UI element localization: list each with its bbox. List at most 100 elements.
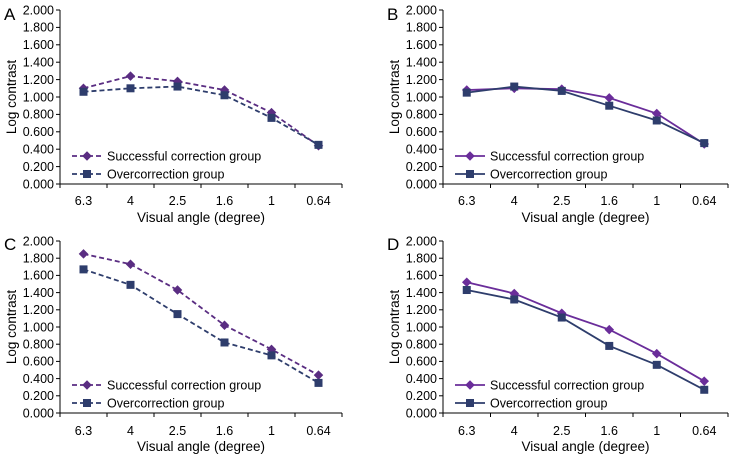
- panel-letter: A: [4, 5, 16, 24]
- x-tick-label: 1: [653, 424, 660, 438]
- y-axis-title: Log contrast: [4, 290, 19, 365]
- y-tick-label: 0.800: [23, 338, 54, 352]
- y-tick-label: 1.800: [23, 252, 54, 266]
- series-line-successful-correction: [83, 75, 320, 147]
- legend-label: Overcorrection group: [107, 167, 224, 181]
- data-point-overcorrection: [557, 86, 566, 95]
- y-tick-label: 1.200: [23, 73, 54, 87]
- y-tick-label: 1.200: [406, 303, 437, 317]
- x-tick-label: 1.6: [216, 424, 233, 438]
- panel-letter: C: [4, 235, 16, 254]
- legend-marker: [465, 380, 475, 390]
- data-point-successful-correction: [604, 324, 615, 335]
- data-point-overcorrection: [220, 91, 229, 100]
- x-tick-label: 4: [127, 424, 134, 438]
- y-tick-label: 0.400: [23, 143, 54, 157]
- x-tick-label: 0.64: [306, 424, 330, 438]
- panel-c: C 0.000 0.200 0.400 0.600 0.800 1.000 1.200 1.40…: [4, 234, 343, 454]
- legend-label: Successful correction group: [107, 378, 261, 392]
- data-point-overcorrection: [557, 313, 566, 322]
- data-point-successful-correction: [125, 71, 136, 81]
- x-tick-label: 6.3: [75, 194, 92, 208]
- legend-label: Successful correction group: [490, 149, 644, 163]
- legend-label: Successful correction group: [107, 149, 261, 163]
- y-tick-label: 1.800: [406, 21, 437, 35]
- y-tick-label: 0.200: [23, 389, 54, 403]
- data-point-overcorrection: [652, 116, 661, 125]
- y-axis-title: Log contrast: [4, 60, 19, 135]
- x-tick-label: 6.3: [75, 424, 92, 438]
- data-point-overcorrection: [605, 101, 614, 110]
- data-point-successful-correction: [125, 259, 136, 269]
- y-tick-label: 2.000: [406, 234, 437, 248]
- panel-letter: B: [387, 5, 398, 24]
- data-point-overcorrection: [267, 351, 276, 360]
- data-point-overcorrection: [173, 310, 182, 319]
- y-tick-label: 2.000: [23, 234, 54, 248]
- x-tick-label: 4: [511, 194, 518, 208]
- data-point-overcorrection: [314, 378, 323, 387]
- y-tick-label: 1.800: [406, 252, 437, 266]
- x-axis-title: Visual angle (degree): [137, 439, 265, 454]
- y-tick-label: 0.800: [23, 108, 54, 122]
- y-tick-label: 1.400: [406, 56, 437, 70]
- y-tick-label: 1.200: [406, 73, 437, 87]
- x-tick-label: 1: [268, 424, 275, 438]
- x-tick-label: 1.6: [601, 194, 618, 208]
- legend-label: Overcorrection group: [107, 396, 224, 410]
- x-axis-title: Visual angle (degree): [521, 210, 649, 225]
- data-point-successful-correction: [461, 277, 472, 288]
- data-point-successful-correction: [313, 370, 324, 380]
- data-point-overcorrection: [79, 87, 88, 96]
- x-tick-label: 1: [268, 194, 275, 208]
- x-tick-label: 0.64: [692, 194, 716, 208]
- y-tick-label: 0.000: [23, 406, 54, 420]
- x-tick-label: 1.6: [216, 194, 233, 208]
- panel-a: A 0.000 0.200 0.400 0.600 0.800 1.000 1.200 1.40…: [4, 3, 343, 225]
- series-line-overcorrection: [83, 85, 319, 146]
- data-point-successful-correction: [219, 320, 230, 331]
- legend-marker: [83, 169, 92, 178]
- legend-label: Successful correction group: [490, 378, 644, 392]
- x-tick-label: 6.3: [458, 194, 475, 208]
- x-tick-label: 2.5: [553, 194, 570, 208]
- data-point-overcorrection: [700, 385, 709, 394]
- series-line-overcorrection: [466, 85, 705, 144]
- series-line-successful-correction: [466, 87, 705, 145]
- data-point-overcorrection: [510, 295, 519, 304]
- y-tick-label: 0.600: [406, 125, 437, 139]
- legend-label: Overcorrection group: [490, 396, 607, 410]
- data-point-overcorrection: [267, 113, 276, 122]
- x-tick-label: 2.5: [553, 424, 570, 438]
- data-point-overcorrection: [173, 82, 182, 91]
- y-axis-title: Log contrast: [387, 290, 402, 365]
- y-tick-label: 0.400: [23, 372, 54, 386]
- y-tick-label: 2.000: [406, 3, 437, 17]
- y-tick-label: 0.400: [406, 372, 437, 386]
- y-tick-label: 1.800: [23, 21, 54, 35]
- y-tick-label: 1.600: [406, 269, 437, 283]
- y-tick-label: 0.200: [23, 160, 54, 174]
- x-tick-label: 2.5: [169, 194, 186, 208]
- data-point-overcorrection: [605, 341, 614, 350]
- data-point-overcorrection: [462, 88, 471, 97]
- y-axis-title: Log contrast: [387, 60, 402, 135]
- series-line-successful-correction: [83, 253, 319, 376]
- data-point-overcorrection: [510, 82, 519, 91]
- y-tick-label: 1.400: [23, 286, 54, 300]
- x-axis-title: Visual angle (degree): [137, 210, 265, 225]
- x-tick-label: 1.6: [601, 424, 618, 438]
- panel-d: D 0.000 0.200 0.400 0.600 0.800 1.000 1.200 1.40…: [387, 234, 729, 454]
- legend-marker: [465, 398, 474, 407]
- series-line-overcorrection: [83, 268, 319, 384]
- data-point-overcorrection: [314, 140, 323, 149]
- data-point-overcorrection: [700, 139, 709, 148]
- x-tick-label: 6.3: [458, 424, 475, 438]
- y-tick-label: 0.800: [406, 108, 437, 122]
- x-tick-label: 4: [127, 194, 134, 208]
- data-point-overcorrection: [79, 265, 88, 274]
- series-line-overcorrection: [466, 289, 705, 391]
- x-tick-label: 4: [511, 424, 518, 438]
- data-point-overcorrection: [220, 338, 229, 347]
